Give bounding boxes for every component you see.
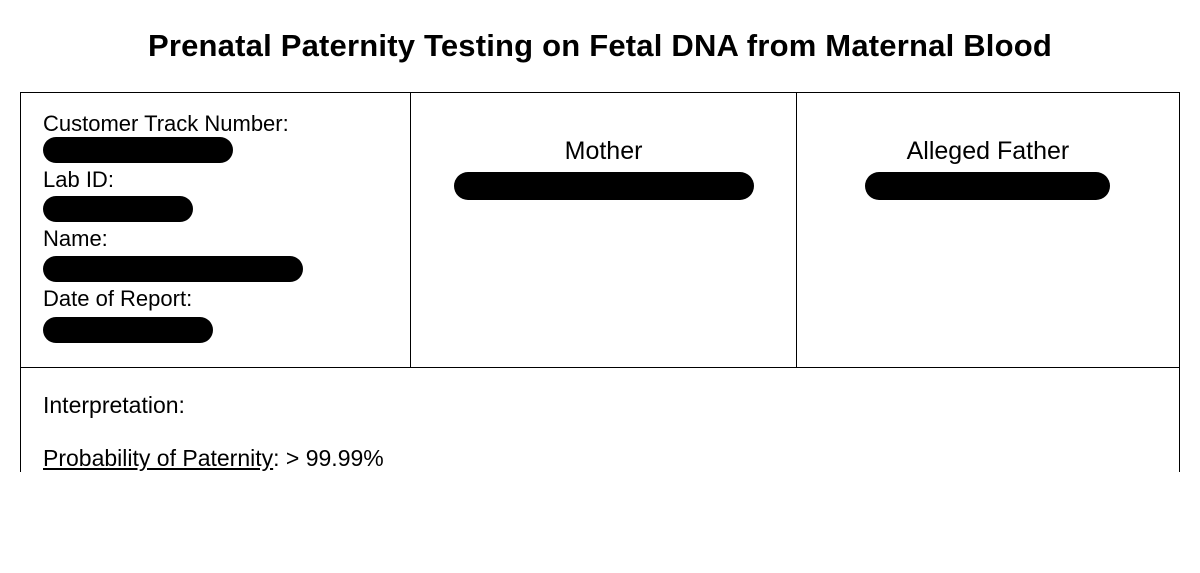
track-number-field: Customer Track Number: <box>43 111 388 163</box>
father-heading: Alleged Father <box>819 137 1157 166</box>
interpretation-heading: Interpretation: <box>43 392 1157 419</box>
case-info-cell: Customer Track Number: Lab ID: Name: Dat… <box>21 93 411 368</box>
name-redaction <box>43 256 303 282</box>
lab-id-field: Lab ID: <box>43 167 388 221</box>
mother-heading: Mother <box>433 137 774 166</box>
probability-label: Probability of Paternity <box>43 445 273 471</box>
father-name-redaction <box>865 172 1110 200</box>
header-row: Customer Track Number: Lab ID: Name: Dat… <box>21 93 1179 368</box>
document-title: Prenatal Paternity Testing on Fetal DNA … <box>20 28 1180 64</box>
track-number-redaction <box>43 137 233 163</box>
lab-id-redaction <box>43 196 193 222</box>
date-label: Date of Report: <box>43 286 388 312</box>
mother-cell: Mother <box>411 93 797 368</box>
document-page: Prenatal Paternity Testing on Fetal DNA … <box>0 0 1200 472</box>
lab-id-label: Lab ID: <box>43 167 388 193</box>
name-field: Name: <box>43 226 388 282</box>
report-table: Customer Track Number: Lab ID: Name: Dat… <box>20 92 1180 472</box>
probability-value: > 99.99% <box>286 445 384 471</box>
alleged-father-cell: Alleged Father <box>797 93 1179 368</box>
name-label: Name: <box>43 226 388 252</box>
mother-name-redaction <box>454 172 754 200</box>
probability-separator: : <box>273 445 286 471</box>
date-field: Date of Report: <box>43 286 388 342</box>
interpretation-row: Interpretation: Probability of Paternity… <box>21 368 1179 472</box>
probability-line: Probability of Paternity: > 99.99% <box>43 445 1157 472</box>
track-number-label: Customer Track Number: <box>43 111 388 137</box>
date-redaction <box>43 317 213 343</box>
